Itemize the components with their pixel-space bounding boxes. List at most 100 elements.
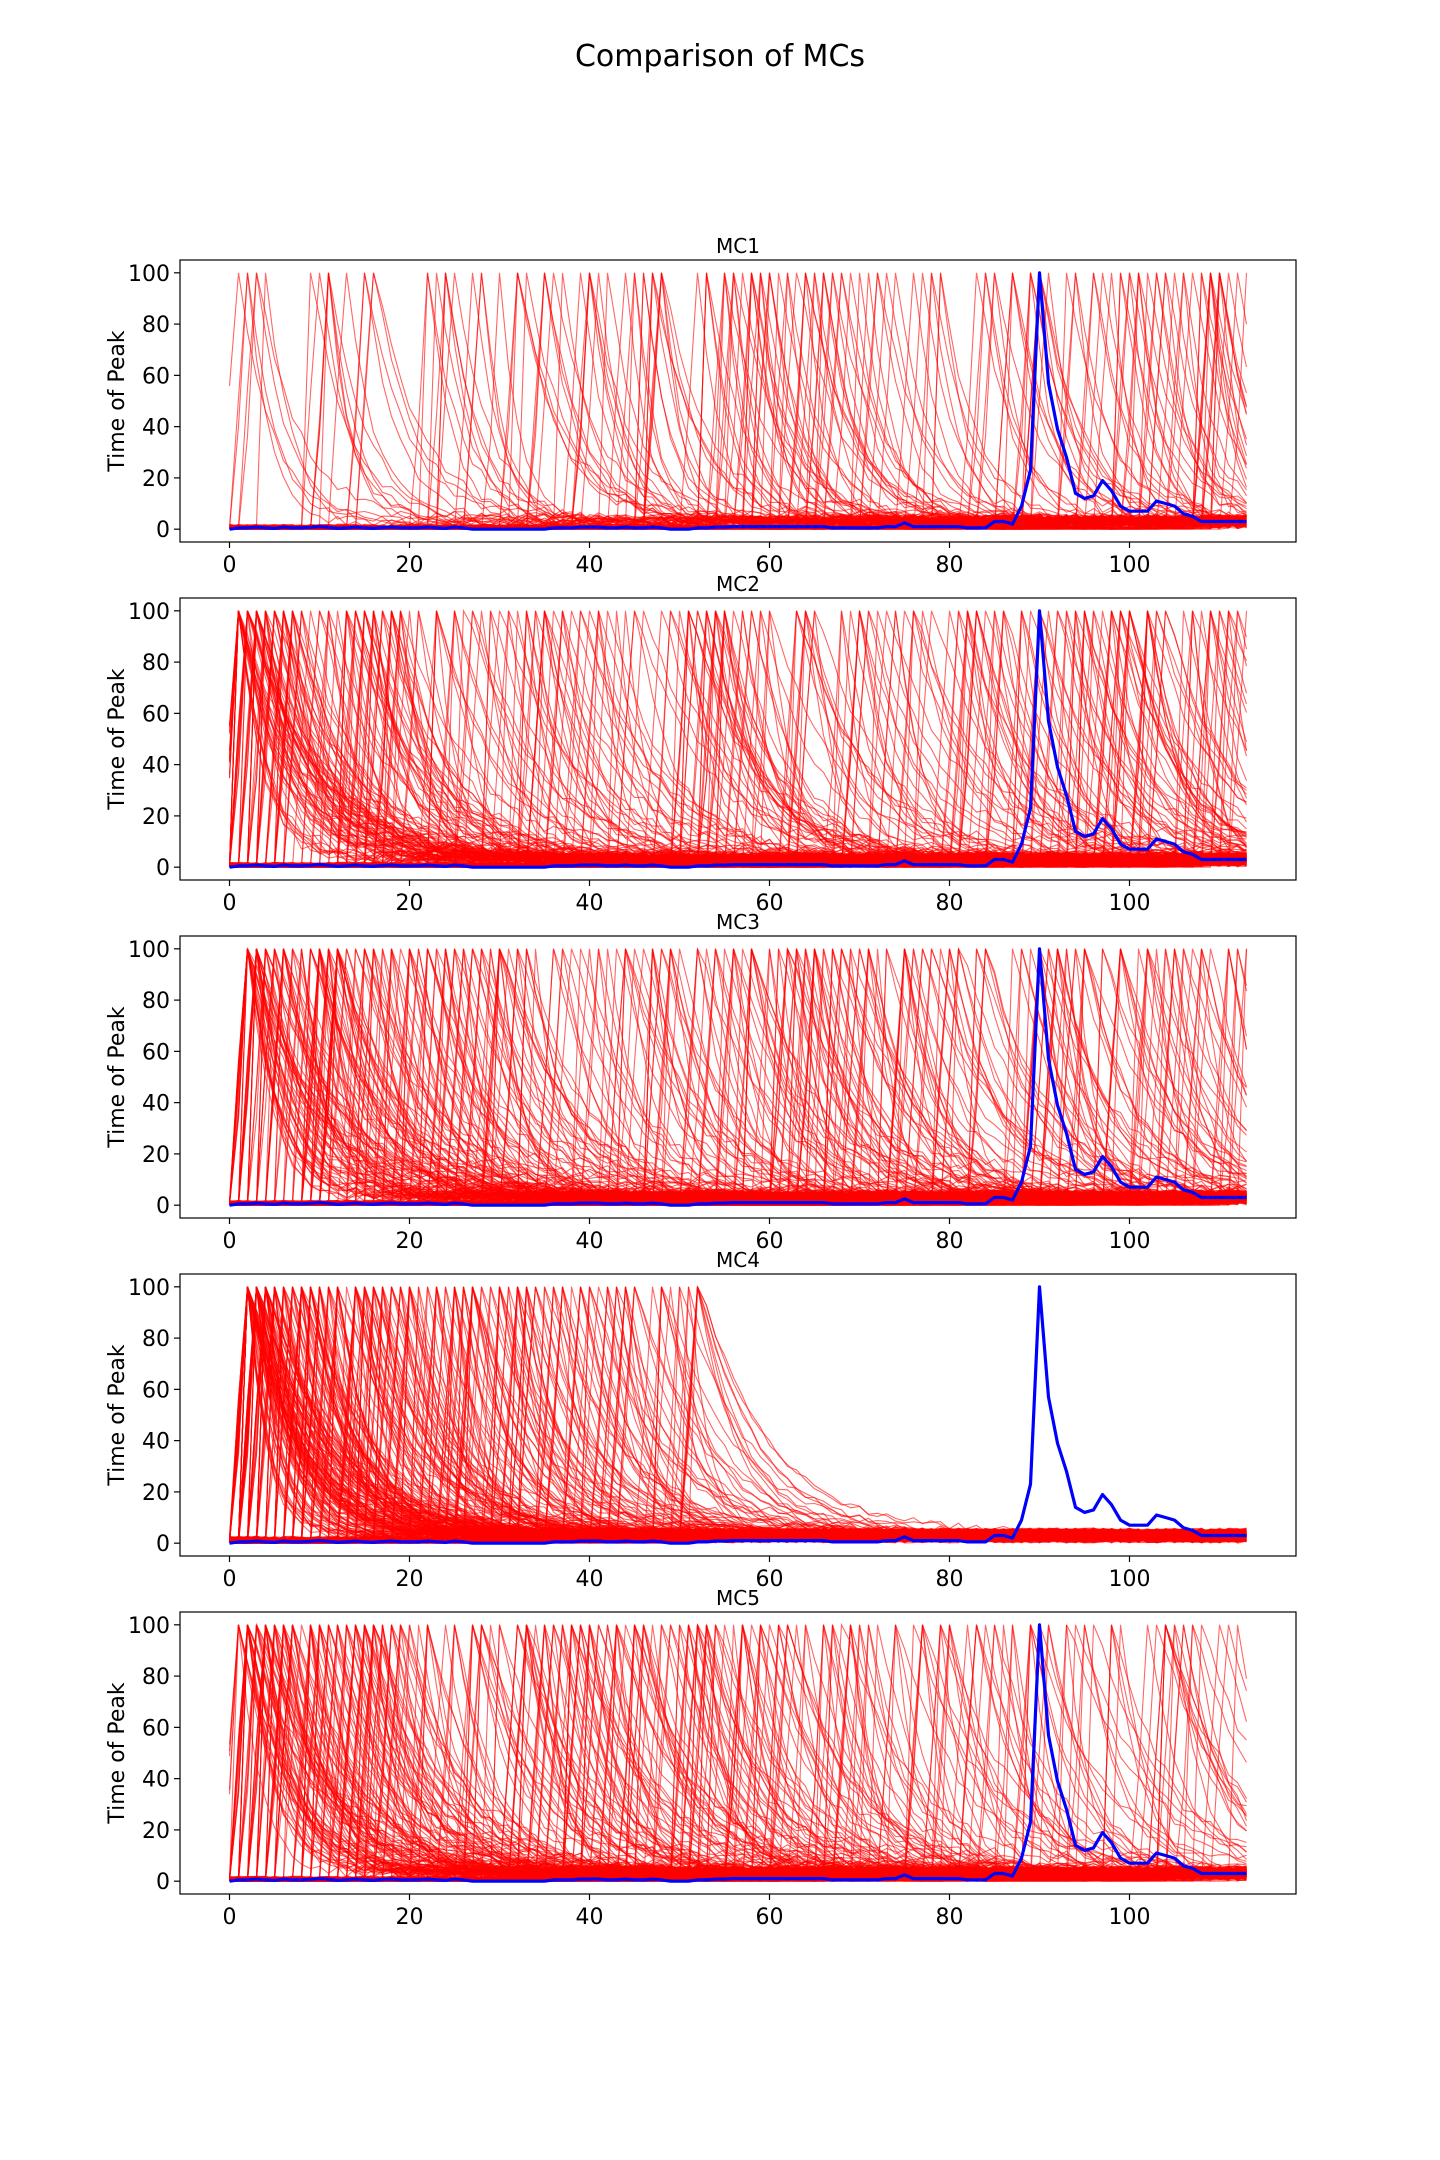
- x-tick-label: 20: [396, 553, 424, 578]
- x-tick-label: 0: [223, 553, 237, 578]
- x-tick-label: 60: [756, 1229, 784, 1254]
- observed-series-line: [229, 947, 1247, 1207]
- simulated-series-line: [228, 1286, 1247, 1541]
- x-tick-label: 80: [936, 1567, 964, 1592]
- y-tick-label: 80: [142, 313, 170, 338]
- y-tick-label: 80: [142, 989, 170, 1014]
- y-tick-label: 0: [156, 518, 170, 543]
- subplot-title: MC4: [716, 1248, 760, 1272]
- x-tick-label: 40: [576, 1905, 604, 1930]
- x-tick-label: 100: [1109, 553, 1151, 578]
- observed-series-line: [229, 1623, 1247, 1883]
- x-tick-label: 40: [576, 1229, 604, 1254]
- y-tick-label: 60: [142, 364, 170, 389]
- x-tick-label: 20: [396, 1567, 424, 1592]
- y-tick-label: 80: [142, 1327, 170, 1352]
- simulated-series-line: [229, 1286, 1247, 1541]
- y-tick-label: 40: [142, 1092, 170, 1117]
- x-tick-label: 0: [223, 1567, 237, 1592]
- figure-title: Comparison of MCs: [575, 39, 865, 74]
- x-tick-label: 40: [576, 553, 604, 578]
- axes-frame: [179, 1611, 1297, 1895]
- x-tick-label: 40: [576, 1567, 604, 1592]
- y-tick-label: 40: [142, 416, 170, 441]
- simulated-series-line: [229, 610, 1247, 868]
- x-tick-label: 100: [1109, 1567, 1151, 1592]
- simulated-series-line: [229, 1286, 1247, 1543]
- x-tick-label: 0: [223, 1905, 237, 1930]
- y-tick-label: 20: [142, 467, 170, 492]
- y-axis-label: Time of Peak: [105, 1344, 130, 1487]
- y-tick-label: 60: [142, 1040, 170, 1065]
- x-tick-label: 80: [936, 553, 964, 578]
- y-tick-label: 100: [128, 1276, 170, 1301]
- y-tick-label: 60: [142, 702, 170, 727]
- y-tick-label: 0: [156, 1532, 170, 1557]
- subplot-title: MC1: [716, 234, 760, 258]
- y-axis-label: Time of Peak: [105, 330, 130, 473]
- plot-area: [228, 1284, 1247, 1545]
- subplot-title: MC3: [716, 910, 760, 934]
- simulated-series-line: [229, 1624, 1247, 1882]
- observed-series-line: [229, 609, 1247, 869]
- y-tick-label: 80: [142, 651, 170, 676]
- x-tick-label: 20: [396, 1229, 424, 1254]
- simulated-series-line: [229, 610, 1247, 868]
- plot-area: [228, 1622, 1248, 1883]
- x-tick-label: 80: [936, 1905, 964, 1930]
- x-tick-label: 60: [756, 891, 784, 916]
- x-tick-label: 80: [936, 891, 964, 916]
- y-tick-label: 0: [156, 856, 170, 881]
- y-axis-label: Time of Peak: [105, 668, 130, 811]
- subplot-mc5: MC5 Time of Peak 0 20 40 60 80 100 0 20 40 60 80 100: [105, 1586, 1297, 1930]
- y-tick-label: 0: [156, 1194, 170, 1219]
- x-tick-label: 60: [756, 553, 784, 578]
- y-tick-label: 40: [142, 1430, 170, 1455]
- x-tick-label: 100: [1109, 891, 1151, 916]
- y-tick-label: 100: [128, 262, 170, 287]
- y-tick-label: 60: [142, 1716, 170, 1741]
- subplot-mc1: MC1 Time of Peak 0 20 40 60 80 100 0 20 40 60 80 100: [105, 234, 1297, 578]
- y-tick-label: 40: [142, 1768, 170, 1793]
- simulated-series-line: [229, 1624, 1247, 1882]
- x-tick-label: 60: [756, 1567, 784, 1592]
- x-tick-label: 0: [223, 1229, 237, 1254]
- axes-frame: [179, 597, 1297, 881]
- plot-area: [228, 608, 1248, 869]
- x-tick-label: 80: [936, 1229, 964, 1254]
- observed-series-line: [229, 271, 1247, 531]
- y-tick-label: 20: [142, 805, 170, 830]
- x-tick-label: 100: [1109, 1229, 1151, 1254]
- simulated-series-line: [228, 610, 1247, 867]
- simulated-series-line: [229, 948, 1247, 1206]
- y-tick-label: 60: [142, 1378, 170, 1403]
- subplot-mc3: MC3 Time of Peak 0 20 40 60 80 100 0 20 40 60 80 100: [105, 910, 1297, 1254]
- y-tick-label: 80: [142, 1665, 170, 1690]
- y-tick-label: 20: [142, 1819, 170, 1844]
- axes-frame: [179, 259, 1297, 543]
- x-tick-label: 20: [396, 891, 424, 916]
- x-tick-label: 40: [576, 891, 604, 916]
- x-tick-label: 100: [1109, 1905, 1151, 1930]
- x-tick-label: 0: [223, 891, 237, 916]
- x-tick-label: 60: [756, 1905, 784, 1930]
- subplot-mc2: MC2 Time of Peak 0 20 40 60 80 100 0 20 40 60 80 100: [105, 572, 1297, 916]
- y-tick-label: 20: [142, 1481, 170, 1506]
- y-tick-label: 100: [128, 1614, 170, 1639]
- subplot-mc4: MC4 Time of Peak 0 20 40 60 80 100 0 20 40 60 80 100: [105, 1248, 1297, 1592]
- y-axis-label: Time of Peak: [105, 1682, 130, 1825]
- plot-area: [228, 271, 1248, 531]
- subplot-title: MC5: [716, 1586, 760, 1610]
- y-axis-label: Time of Peak: [105, 1006, 130, 1149]
- simulated-series-line: [229, 1624, 1247, 1881]
- y-tick-label: 100: [128, 600, 170, 625]
- axes-frame: [179, 935, 1297, 1219]
- y-tick-label: 40: [142, 754, 170, 779]
- y-tick-label: 100: [128, 938, 170, 963]
- observed-series-line: [229, 1285, 1247, 1545]
- y-tick-label: 0: [156, 1870, 170, 1895]
- x-tick-label: 20: [396, 1905, 424, 1930]
- subplot-title: MC2: [716, 572, 760, 596]
